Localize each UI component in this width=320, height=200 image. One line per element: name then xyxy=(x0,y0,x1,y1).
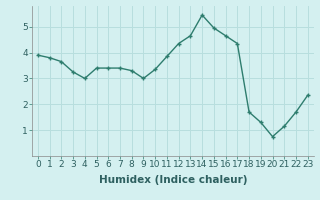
X-axis label: Humidex (Indice chaleur): Humidex (Indice chaleur) xyxy=(99,175,247,185)
